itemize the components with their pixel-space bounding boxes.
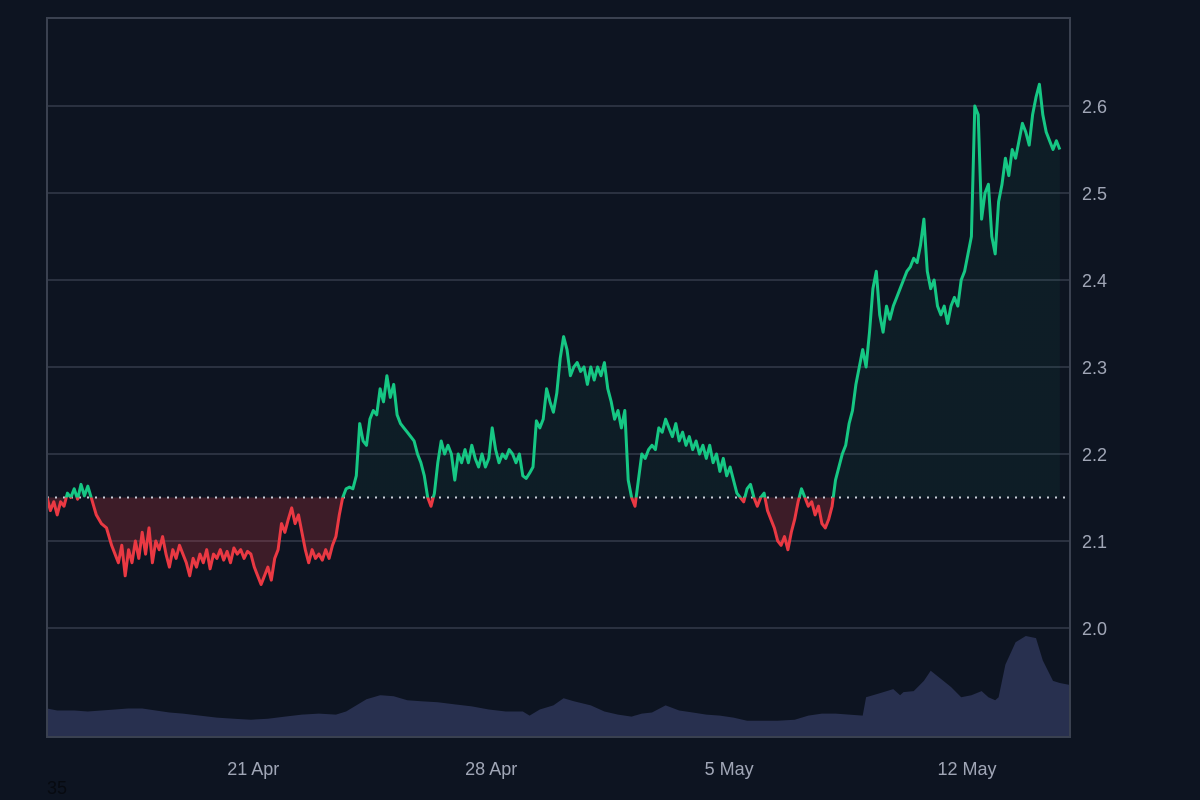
x-tick-label: 21 Apr — [227, 759, 279, 779]
x-tick-label: 12 May — [938, 759, 997, 779]
y-tick-label: 2.0 — [1082, 619, 1107, 639]
x-tick-label: 28 Apr — [465, 759, 517, 779]
price-line-down — [47, 497, 835, 586]
y-tick-label: 2.3 — [1082, 358, 1107, 378]
corner-label: 35 — [47, 778, 68, 798]
y-tick-label: 2.6 — [1082, 97, 1107, 117]
x-tick-label: 5 May — [705, 759, 754, 779]
x-axis-ticks: 21 Apr 28 Apr 5 May 12 May — [227, 759, 996, 779]
y-tick-label: 2.5 — [1082, 184, 1107, 204]
y-tick-label: 2.1 — [1082, 532, 1107, 552]
plot-frame — [46, 17, 1071, 738]
price-line-up — [47, 82, 1062, 498]
y-axis-ticks: 2.0 2.1 2.2 2.3 2.4 2.5 2.6 — [1082, 97, 1107, 639]
y-tick-label: 2.4 — [1082, 271, 1107, 291]
price-area-fill-up — [47, 84, 1060, 498]
volume-area — [47, 636, 1070, 736]
y-tick-label: 2.2 — [1082, 445, 1107, 465]
